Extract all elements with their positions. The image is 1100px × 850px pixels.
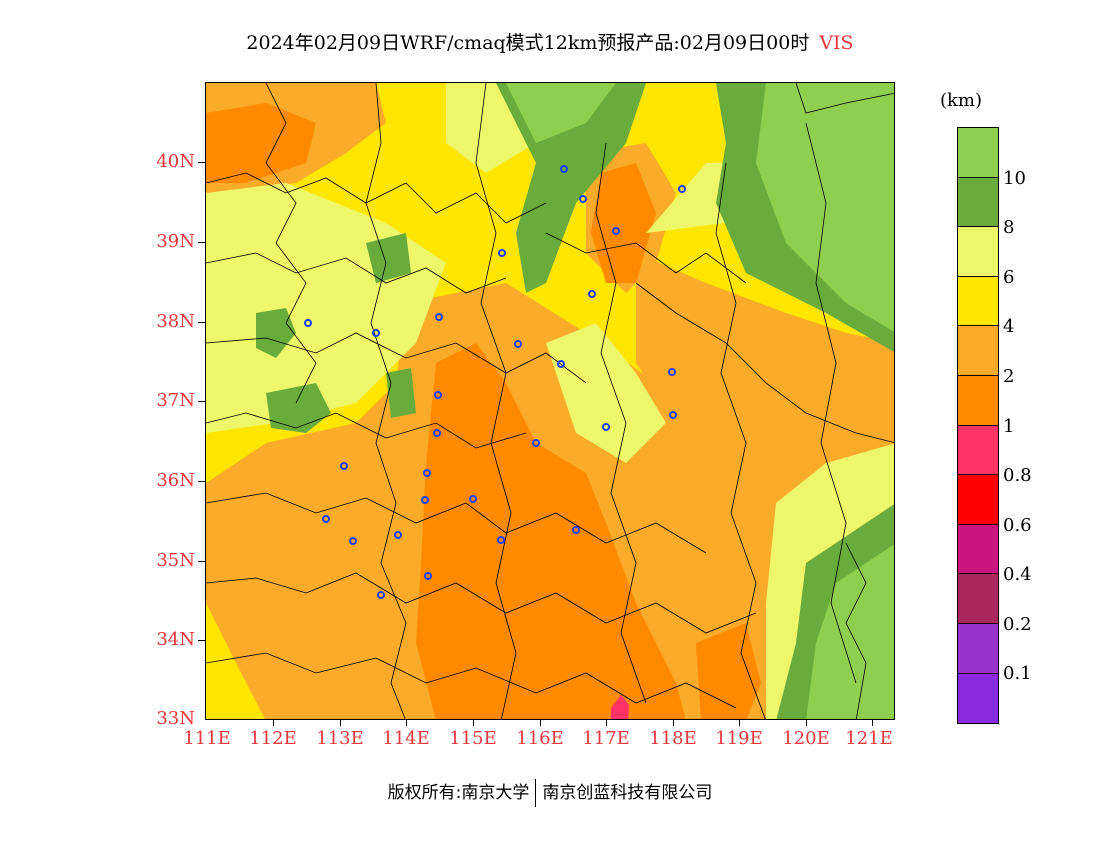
lon-label-114: 114E [382,728,430,749]
legend-unit: (km) [940,90,983,111]
lon-tick [673,720,674,726]
title-text: 2024年02月09日WRF/cmaq模式12km预报产品:02月09日00时 [246,32,810,54]
lon-tick [473,720,474,726]
map-canvas [206,83,894,719]
legend-label: 6 [1003,267,1015,288]
legend-label: 0.2 [1003,614,1032,635]
lon-tick [606,720,607,726]
lon-label-120: 120E [782,728,830,749]
map-title: 2024年02月09日WRF/cmaq模式12km预报产品:02月09日00时 V… [0,28,1100,55]
lat-label-40: 40N [156,151,195,172]
zone-8-10-patch-1 [266,383,331,433]
lon-tick [340,720,341,726]
zone-10-plus-east [756,83,894,332]
admin-boundaries [206,83,894,719]
legend-label: 1 [1003,416,1015,437]
zone-8-10-patch-4 [366,233,411,283]
legend-swatch [958,673,998,724]
lon-tick [540,720,541,726]
variable-label: VIS [819,32,854,54]
legend-swatch [958,326,998,376]
legend-label: 4 [1003,316,1015,337]
forecast-map [205,82,895,720]
zone-10-plus-north [506,83,616,143]
lon-tick [273,720,274,726]
legend-swatch [958,524,998,575]
lat-label-36: 36N [156,470,195,491]
legend-swatch [958,623,998,674]
zone-1-2-west [206,103,316,183]
lon-label-116: 116E [516,728,564,749]
lat-label-35: 35N [156,550,195,571]
lat-tick [198,481,205,482]
lon-tick [739,720,740,726]
lon-label-117: 117E [582,728,630,749]
lon-tick [406,720,407,726]
city-markers [304,165,686,599]
lat-tick [198,242,205,243]
lat-tick [198,162,205,163]
zone-8-10-patch-2 [256,308,296,358]
legend-label: 0.1 [1003,663,1032,684]
zone-6-8-mid [546,323,666,463]
zone-08-1-spot [611,695,629,719]
legend-swatch [958,276,998,327]
legend-label: 0.6 [1003,515,1032,536]
legend-swatch [958,227,998,277]
lat-tick [198,561,205,562]
lon-label-113: 113E [316,728,364,749]
copyright-company: 南京创蓝科技有限公司 [542,783,713,803]
lon-tick [872,720,873,726]
legend-label: 8 [1003,217,1015,238]
legend-swatch [958,128,998,178]
lon-label-111: 111E [183,728,231,749]
legend-swatch [958,375,998,426]
legend-label: 2 [1003,366,1015,387]
legend-swatch [958,425,998,476]
footer-divider [535,779,537,807]
color-legend [957,127,999,725]
legend-label: 10 [1003,168,1026,189]
lat-label-34: 34N [156,629,195,650]
lon-label-119: 119E [715,728,763,749]
lon-label-112: 112E [249,728,297,749]
zone-8-10-patch-3 [386,368,416,418]
copyright-owner: 版权所有:南京大学 [387,783,530,803]
lon-label-115: 115E [449,728,497,749]
lat-tick [198,401,205,402]
lat-tick [198,322,205,323]
zone-1-2-southeast [696,623,761,719]
zone-2-4-east [636,253,894,719]
zone-1-2-core [416,343,686,719]
lat-label-37: 37N [156,390,195,411]
legend-label: 0.4 [1003,564,1032,585]
lon-label-121: 121E [845,728,893,749]
lat-label-33: 33N [156,708,195,729]
copyright-footer: 版权所有:南京大学 南京创蓝科技有限公司 [0,778,1100,807]
legend-swatch [958,475,998,525]
legend-swatch [958,574,998,624]
lon-label-118: 118E [649,728,697,749]
lon-tick [806,720,807,726]
legend-label: 0.8 [1003,465,1032,486]
lat-label-39: 39N [156,231,195,252]
legend-swatch [958,177,998,228]
lat-label-38: 38N [156,311,195,332]
lat-tick [198,640,205,641]
